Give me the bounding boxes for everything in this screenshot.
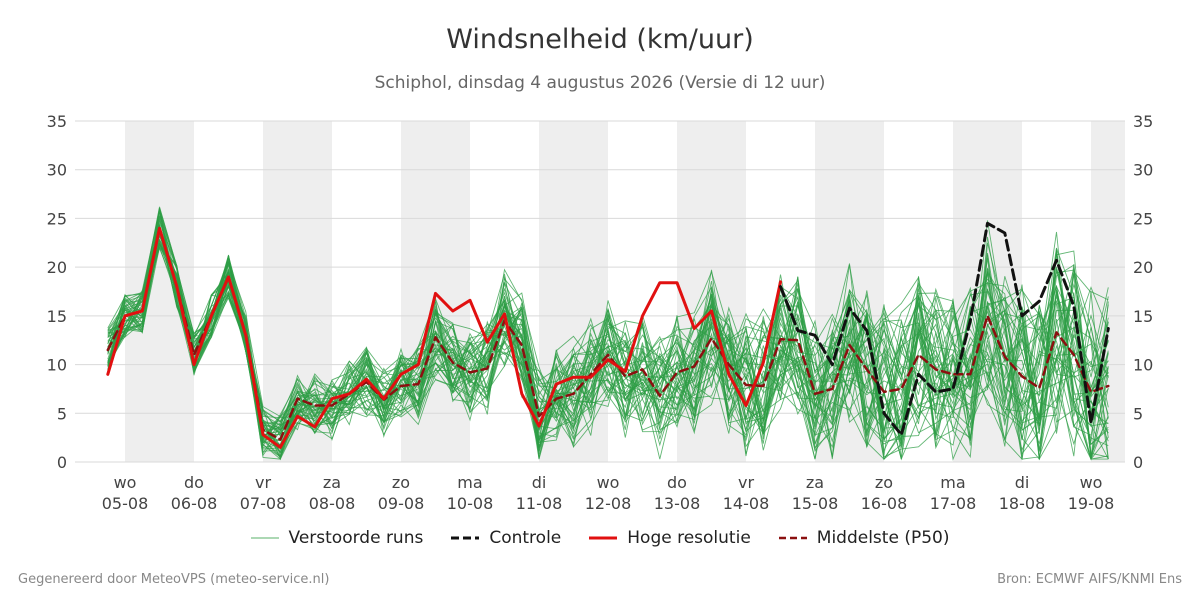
plot-area — [106, 206, 1110, 461]
highres-line — [106, 226, 782, 449]
control-line — [779, 221, 1110, 437]
legend-item-median: Middelste (P50) — [778, 528, 950, 548]
ensemble-member-line — [107, 225, 1109, 461]
y-tick-label-left: 20 — [47, 258, 67, 277]
x-tick-date: 18-08 — [999, 494, 1046, 513]
median-line — [106, 226, 1110, 441]
x-tick-day: vr — [255, 473, 271, 492]
y-tick-label-right: 30 — [1133, 161, 1153, 180]
y-tick-label-left: 35 — [47, 112, 67, 131]
x-tick-day: ma — [457, 473, 482, 492]
x-tick-date: 08-08 — [309, 494, 356, 513]
x-tick-day: za — [323, 473, 341, 492]
legend-label-control: Controle — [489, 528, 562, 548]
ensemble-member-line — [107, 211, 1109, 458]
x-tick-day: wo — [597, 473, 620, 492]
x-tick-day: di — [1015, 473, 1030, 492]
x-tick-date: 15-08 — [792, 494, 839, 513]
x-tick-day: vr — [738, 473, 754, 492]
x-tick-date: 09-08 — [378, 494, 425, 513]
ensemble-member-line — [107, 227, 1109, 460]
legend-swatch-members — [250, 537, 279, 539]
x-tick-day: do — [667, 473, 687, 492]
y-tick-label-left: 5 — [57, 404, 67, 423]
y-tick-label-left: 15 — [47, 307, 67, 326]
legend-swatch-highres — [589, 536, 618, 540]
y-tick-label-right: 15 — [1133, 307, 1153, 326]
x-tick-date: 06-08 — [171, 494, 218, 513]
x-tick-date: 17-08 — [930, 494, 977, 513]
x-tick-date: 16-08 — [861, 494, 908, 513]
chart-legend: Verstoorde runs Controle Hoge resolutie … — [0, 528, 1200, 548]
ensemble-member-line — [107, 210, 1109, 451]
chart-title: Windsnelheid (km/uur) — [446, 24, 754, 55]
ensemble-member-line — [107, 239, 1109, 460]
ensemble-member-line — [107, 217, 1109, 461]
x-tick-date: 13-08 — [654, 494, 701, 513]
x-tick-day: di — [532, 473, 547, 492]
y-tick-label-right: 25 — [1133, 209, 1153, 228]
x-tick-date: 14-08 — [723, 494, 770, 513]
y-tick-label-right: 20 — [1133, 258, 1153, 277]
footer-generator: Gegenereerd door MeteoVPS (meteo-service… — [18, 572, 330, 587]
ensemble-member-line — [107, 210, 1109, 442]
x-tick-day: zo — [392, 473, 410, 492]
y-tick-label-left: 25 — [47, 209, 67, 228]
y-tick-label-right: 0 — [1133, 453, 1143, 472]
x-tick-date: 11-08 — [516, 494, 563, 513]
y-tick-label-right: 35 — [1133, 112, 1153, 131]
legend-swatch-control — [451, 536, 480, 540]
wind-speed-chart: 0 0 5 5 10 10 15 15 20 20 25 25 30 30 35 35 wo 05-08 do 06-… — [47, 112, 1154, 513]
x-tick-date: 19-08 — [1068, 494, 1115, 513]
x-tick-day: ma — [940, 473, 965, 492]
x-tick-day: zo — [875, 473, 893, 492]
legend-item-control: Controle — [451, 528, 561, 548]
x-tick-day: wo — [1080, 473, 1103, 492]
legend-swatch-median — [778, 536, 807, 540]
legend-label-median: Middelste (P50) — [816, 528, 950, 548]
footer-source: Bron: ECMWF AIFS/KNMI Ens — [997, 572, 1182, 587]
x-tick-date: 05-08 — [102, 494, 149, 513]
y-tick-label-left: 0 — [57, 453, 67, 472]
x-tick-day: za — [806, 473, 824, 492]
y-tick-label-right: 5 — [1133, 404, 1143, 423]
x-tick-date: 12-08 — [585, 494, 632, 513]
y-tick-label-left: 10 — [47, 356, 67, 375]
legend-label-members: Verstoorde runs — [288, 528, 424, 548]
x-tick-date: 10-08 — [447, 494, 494, 513]
legend-item-highres: Hoge resolutie — [589, 528, 751, 548]
ensemble-member-line — [107, 237, 1109, 461]
legend-label-highres: Hoge resolutie — [627, 528, 751, 548]
legend-item-members: Verstoorde runs — [250, 528, 424, 548]
ensemble-member-line — [107, 211, 1109, 453]
chart-subtitle: Schiphol, dinsdag 4 augustus 2026 (Versi… — [374, 73, 826, 93]
y-tick-label-right: 10 — [1133, 356, 1153, 375]
x-tick-day: wo — [114, 473, 137, 492]
y-tick-label-left: 30 — [47, 161, 67, 180]
x-tick-day: do — [184, 473, 204, 492]
day-shade-band — [401, 121, 470, 462]
day-shade-band — [125, 121, 194, 462]
x-tick-date: 07-08 — [240, 494, 287, 513]
ensemble-member-line — [107, 224, 1109, 461]
